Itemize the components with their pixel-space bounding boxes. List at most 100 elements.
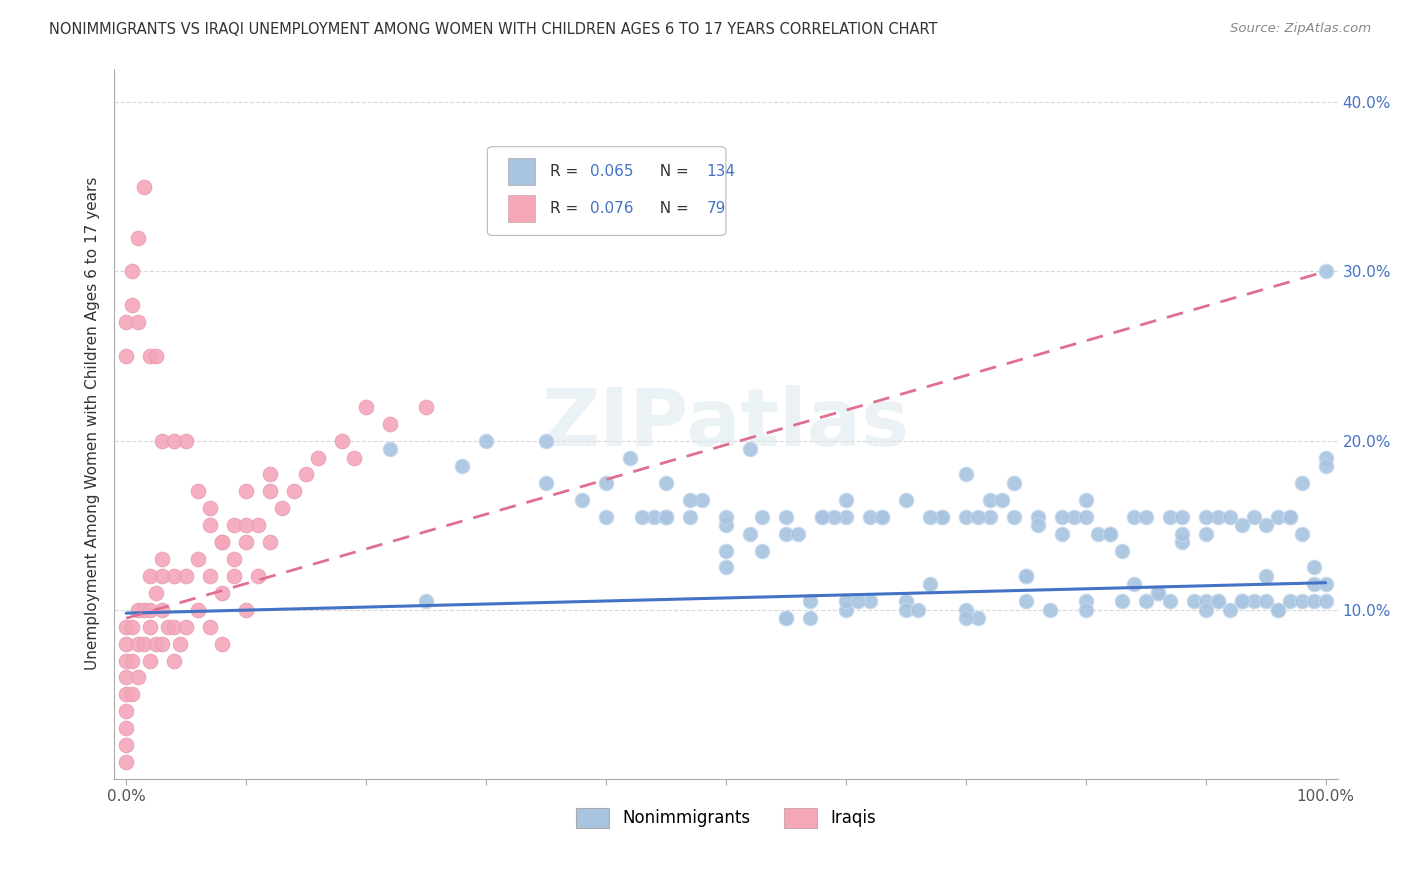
Point (1230, 594, 1253, 608)
Point (1135, 594, 1157, 608)
Point (1302, 594, 1324, 608)
Point (714, 543, 737, 558)
Point (1015, 594, 1038, 608)
Point (835, 603, 858, 617)
Point (198, 518, 221, 533)
Point (931, 509, 953, 524)
Point (1026, 518, 1049, 533)
Point (127, 230, 149, 244)
Point (1015, 569, 1038, 583)
Point (1111, 543, 1133, 558)
Point (163, 653, 186, 667)
Point (1243, 509, 1265, 524)
Point (134, 637, 156, 651)
Point (134, 180, 156, 194)
Point (991, 492, 1014, 507)
Point (1026, 509, 1049, 524)
Point (1039, 603, 1062, 617)
Point (679, 492, 702, 507)
Point (211, 535, 233, 549)
Point (979, 492, 1001, 507)
Point (775, 526, 797, 541)
Point (1219, 603, 1241, 617)
Point (127, 315, 149, 329)
Point (115, 315, 138, 329)
Point (1254, 518, 1277, 533)
Point (150, 434, 173, 448)
Point (1015, 569, 1038, 583)
Point (1267, 509, 1289, 524)
Point (1074, 492, 1097, 507)
Point (1050, 526, 1073, 541)
Point (1195, 603, 1218, 617)
Point (799, 611, 821, 625)
Point (150, 569, 173, 583)
Point (415, 594, 437, 608)
Point (1170, 526, 1192, 541)
Point (1267, 603, 1289, 617)
Point (894, 492, 917, 507)
Text: 134: 134 (706, 163, 735, 178)
Point (979, 509, 1001, 524)
Point (247, 518, 270, 533)
Point (134, 603, 156, 617)
Point (1146, 586, 1168, 600)
Point (1254, 569, 1277, 583)
Point (870, 509, 893, 524)
Point (1002, 475, 1025, 490)
Point (679, 509, 702, 524)
Point (271, 501, 294, 516)
Point (1315, 264, 1337, 278)
Point (894, 603, 917, 617)
Point (354, 400, 377, 414)
Point (595, 475, 617, 490)
Point (1170, 535, 1192, 549)
Point (174, 620, 197, 634)
Point (115, 738, 138, 752)
Point (121, 687, 143, 701)
Point (1315, 594, 1337, 608)
Point (115, 670, 138, 684)
Point (859, 509, 882, 524)
Point (121, 653, 143, 667)
Point (211, 586, 233, 600)
Point (150, 637, 173, 651)
Point (127, 603, 149, 617)
Point (1315, 577, 1337, 591)
Point (931, 509, 953, 524)
Point (1219, 509, 1241, 524)
Point (259, 467, 281, 482)
Point (115, 637, 138, 651)
Point (451, 458, 474, 473)
Text: 79: 79 (706, 201, 725, 216)
Point (1159, 594, 1181, 608)
Point (751, 509, 773, 524)
Text: R =: R = (550, 201, 583, 216)
Point (690, 492, 713, 507)
Point (211, 535, 233, 549)
Point (1302, 577, 1324, 591)
Point (330, 434, 353, 448)
Point (966, 611, 988, 625)
Y-axis label: Unemployment Among Women with Children Ages 6 to 17 years: Unemployment Among Women with Children A… (86, 177, 100, 671)
Point (643, 509, 665, 524)
Text: N =: N = (650, 201, 693, 216)
Point (738, 442, 761, 456)
Point (378, 417, 401, 431)
Point (198, 620, 221, 634)
Point (115, 687, 138, 701)
Point (811, 509, 834, 524)
Text: R =: R = (550, 163, 583, 178)
Point (1087, 526, 1109, 541)
Point (1098, 526, 1121, 541)
Legend: Nonimmigrants, Iraqis: Nonimmigrants, Iraqis (569, 801, 883, 835)
Point (187, 552, 209, 566)
Point (859, 594, 882, 608)
Point (1195, 509, 1218, 524)
Point (571, 492, 593, 507)
FancyBboxPatch shape (508, 158, 536, 185)
Text: 0.076: 0.076 (591, 201, 634, 216)
Point (955, 611, 977, 625)
Point (775, 509, 797, 524)
Point (955, 467, 977, 482)
